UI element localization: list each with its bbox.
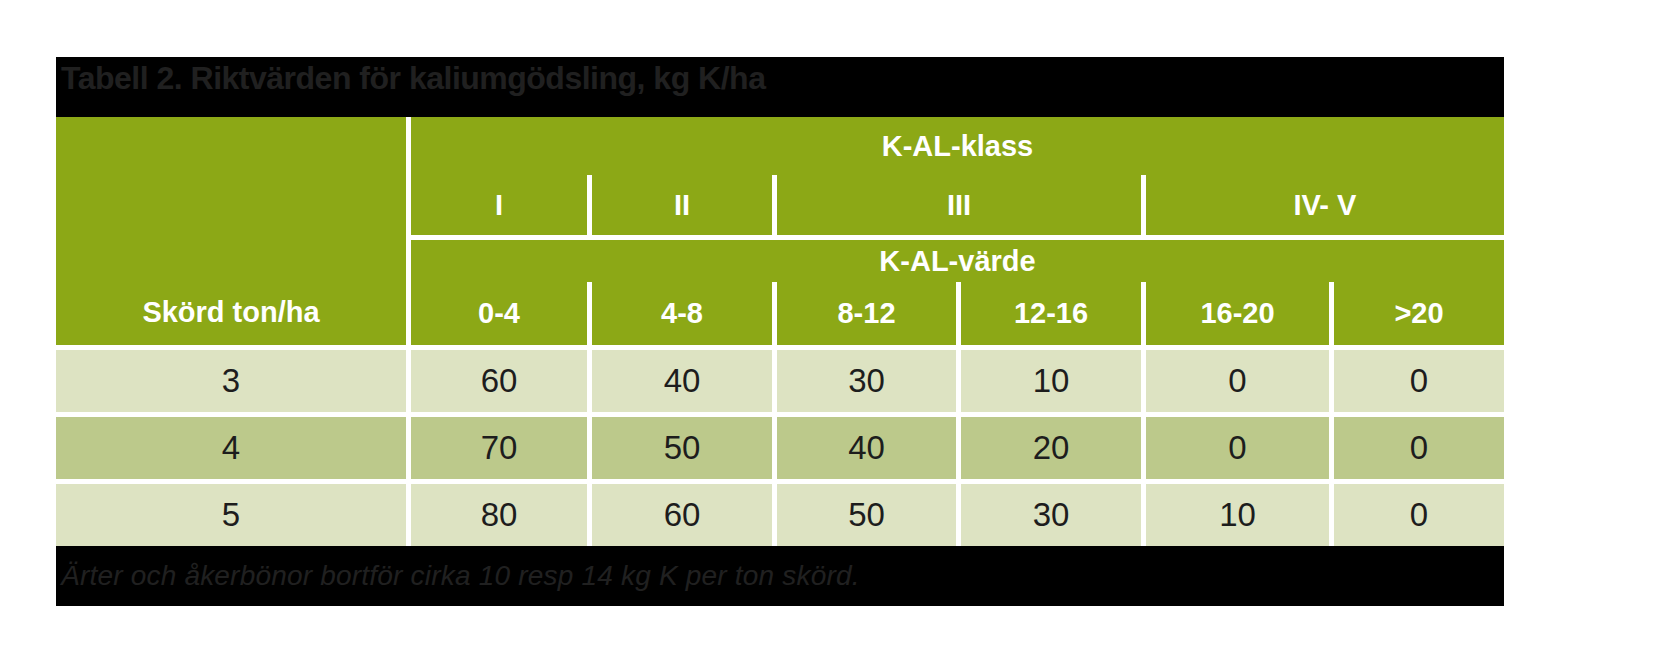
row-header-label: Skörd ton/ha <box>56 117 406 345</box>
cell-value: 80 <box>406 484 587 546</box>
cell-value: 0 <box>1329 417 1504 479</box>
varde-columns-row: 0-4 4-8 8-12 12-16 16-20 >20 <box>411 282 1504 345</box>
klass-col-IV-V: IV- V <box>1141 175 1504 235</box>
row-skord-value: 3 <box>56 350 406 412</box>
kal-varde-label: K-AL-värde <box>411 235 1504 282</box>
varde-col-4-8: 4-8 <box>587 282 772 345</box>
cell-value: 10 <box>956 350 1141 412</box>
kal-klass-label: K-AL-klass <box>411 117 1504 175</box>
varde-col-12-16: 12-16 <box>956 282 1141 345</box>
header-right-section: K-AL-klass I II III IV- V K-AL-värde 0-4… <box>406 117 1504 345</box>
row-skord-value: 5 <box>56 484 406 546</box>
klass-col-I: I <box>411 175 587 235</box>
cell-value: 60 <box>587 484 772 546</box>
cell-value: 50 <box>587 417 772 479</box>
varde-col-8-12: 8-12 <box>772 282 956 345</box>
varde-col-16-20: 16-20 <box>1141 282 1329 345</box>
table-row: 3 60 40 30 10 0 0 <box>56 350 1504 412</box>
cell-value: 40 <box>772 417 956 479</box>
varde-col-0-4: 0-4 <box>411 282 587 345</box>
cell-value: 10 <box>1141 484 1329 546</box>
cell-value: 50 <box>772 484 956 546</box>
table-header: Skörd ton/ha K-AL-klass I II III IV- V K… <box>56 117 1504 345</box>
table-footnote: Ärter och åkerbönor bortför cirka 10 res… <box>56 546 1504 606</box>
cell-value: 30 <box>956 484 1141 546</box>
cell-value: 20 <box>956 417 1141 479</box>
cell-value: 60 <box>406 350 587 412</box>
klass-columns-row: I II III IV- V <box>411 175 1504 235</box>
cell-value: 0 <box>1329 484 1504 546</box>
klass-col-II: II <box>587 175 772 235</box>
cell-value: 30 <box>772 350 956 412</box>
row-skord-value: 4 <box>56 417 406 479</box>
varde-col-gt20: >20 <box>1329 282 1504 345</box>
cell-value: 0 <box>1141 417 1329 479</box>
table-row: 4 70 50 40 20 0 0 <box>56 417 1504 479</box>
klass-col-III: III <box>772 175 1141 235</box>
cell-value: 0 <box>1141 350 1329 412</box>
cell-value: 70 <box>406 417 587 479</box>
cell-value: 40 <box>587 350 772 412</box>
fertilizer-table: Tabell 2. Riktvärden för kaliumgödsling,… <box>56 57 1504 606</box>
table-row: 5 80 60 50 30 10 0 <box>56 484 1504 546</box>
cell-value: 0 <box>1329 350 1504 412</box>
table-title: Tabell 2. Riktvärden för kaliumgödsling,… <box>56 57 1504 117</box>
